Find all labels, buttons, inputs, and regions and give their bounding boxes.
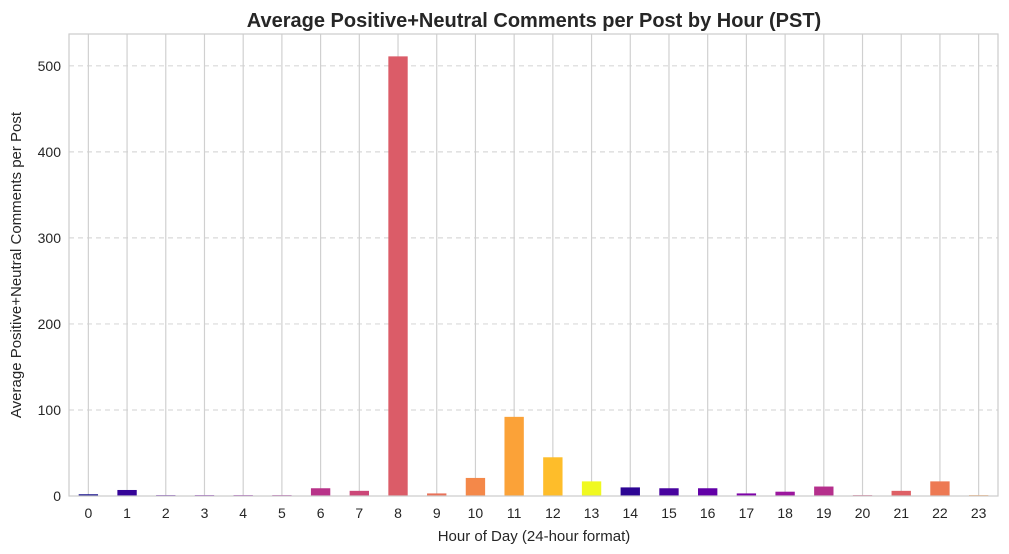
bar-hour-8 <box>388 56 408 496</box>
bar-hour-1 <box>117 489 137 496</box>
bar-hour-22 <box>930 481 950 496</box>
bar-hour-19 <box>814 486 834 496</box>
y-tick-label: 200 <box>38 316 62 332</box>
y-tick-label: 0 <box>53 488 61 504</box>
y-tick-labels: 0 100 200 300 400 500 <box>38 58 62 504</box>
x-tick-label: 17 <box>739 505 755 521</box>
bar-hour-6 <box>310 488 331 496</box>
y-tick-label: 500 <box>38 58 62 74</box>
bar-hour-16 <box>698 488 718 496</box>
bar-hour-13 <box>581 481 602 496</box>
x-tick-label: 10 <box>468 505 484 521</box>
x-tick-label: 16 <box>700 505 716 521</box>
x-tick-label: 7 <box>355 505 363 521</box>
x-tick-label: 6 <box>317 505 325 521</box>
x-tick-label: 12 <box>545 505 561 521</box>
x-tick-label: 21 <box>893 505 909 521</box>
bar-hour-12 <box>543 457 563 496</box>
x-tick-label: 15 <box>661 505 677 521</box>
x-tick-label: 1 <box>123 505 131 521</box>
y-tick-label: 400 <box>38 144 62 160</box>
bar-hour-9 <box>427 493 447 496</box>
bar-hour-11 <box>504 416 524 496</box>
x-tick-label: 2 <box>162 505 170 521</box>
grid-lines <box>69 34 998 496</box>
chart-title: Average Positive+Neutral Comments per Po… <box>247 10 821 32</box>
x-tick-label: 13 <box>584 505 600 521</box>
bar-hour-0 <box>78 494 99 496</box>
bar-hour-18 <box>775 491 795 496</box>
bar-hour-14 <box>620 487 640 496</box>
x-axis-label: Hour of Day (24-hour format) <box>438 528 631 545</box>
x-tick-label: 19 <box>816 505 832 521</box>
x-tick-label: 4 <box>239 505 247 521</box>
y-axis-label: Average Positive+Neutral Comments per Po… <box>8 111 25 418</box>
x-tick-label: 5 <box>278 505 286 521</box>
x-tick-label: 8 <box>394 505 402 521</box>
bar-hour-15 <box>659 488 679 496</box>
bar-hour-7 <box>349 490 369 496</box>
y-tick-label: 300 <box>38 230 62 246</box>
x-tick-label: 18 <box>777 505 793 521</box>
x-tick-label: 20 <box>855 505 871 521</box>
x-tick-label: 11 <box>507 505 522 521</box>
plot-frame <box>68 33 999 497</box>
x-tick-label: 9 <box>433 505 441 521</box>
x-tick-label: 0 <box>84 505 92 521</box>
bars <box>78 56 989 496</box>
bar-hour-10 <box>465 477 486 496</box>
y-tick-label: 100 <box>38 402 62 418</box>
x-tick-labels: 0 1 2 3 4 5 6 7 8 9 10 11 12 13 14 15 16 17 18 19 20 21 22 23 <box>84 505 986 521</box>
bar-hour-17 <box>736 493 757 496</box>
x-tick-label: 3 <box>201 505 209 521</box>
x-tick-label: 14 <box>622 505 638 521</box>
x-tick-label: 23 <box>971 505 987 521</box>
x-tick-label: 22 <box>932 505 948 521</box>
bar-hour-21 <box>891 490 911 496</box>
